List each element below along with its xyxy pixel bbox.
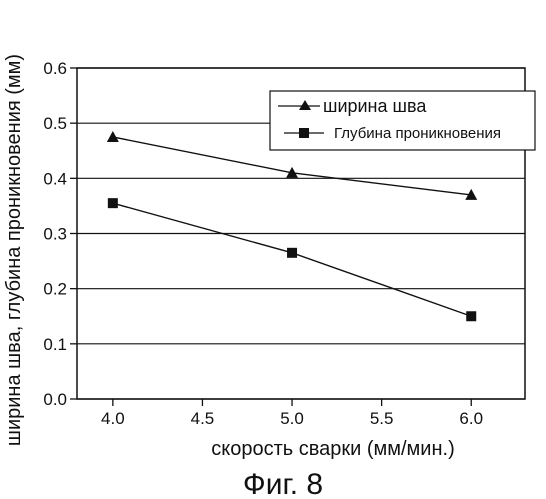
x-tick-label: 4.0 [101,409,125,428]
y-tick-label: 0.1 [43,335,67,354]
legend-label-depth: Глубина проникновения [334,125,501,142]
x-axis-title: скорость сварки (мм/мин.) [211,438,455,460]
legend-marker-square [299,128,309,138]
y-tick-label: 0.3 [43,225,67,244]
legend-label-width: ширина шва [323,96,427,116]
series-markers [107,131,477,321]
legend: ширина шва Глубина проникновения [270,91,535,150]
series-lines [113,137,471,316]
data-point-triangle [107,131,119,142]
x-tick-label: 4.5 [191,409,215,428]
data-point-square [108,198,118,208]
y-axis-title: ширина шва, глубина проникновения (мм) [3,54,25,446]
data-point-square [466,311,476,321]
data-point-square [287,248,297,258]
y-tick-label: 0.0 [43,390,67,409]
series-line [113,203,471,316]
y-axis-ticks: 0.0 0.1 0.2 0.3 0.4 0.5 0.6 [43,59,77,409]
y-tick-label: 0.5 [43,114,67,133]
x-tick-label: 5.0 [280,409,304,428]
figure-caption: Фиг. 8 [243,468,323,499]
y-tick-label: 0.4 [43,169,67,188]
x-axis-ticks: 4.0 4.5 5.0 5.5 6.0 [101,399,483,428]
x-tick-label: 6.0 [459,409,483,428]
y-tick-label: 0.6 [43,59,67,78]
y-tick-label: 0.2 [43,280,67,299]
x-tick-label: 5.5 [370,409,394,428]
